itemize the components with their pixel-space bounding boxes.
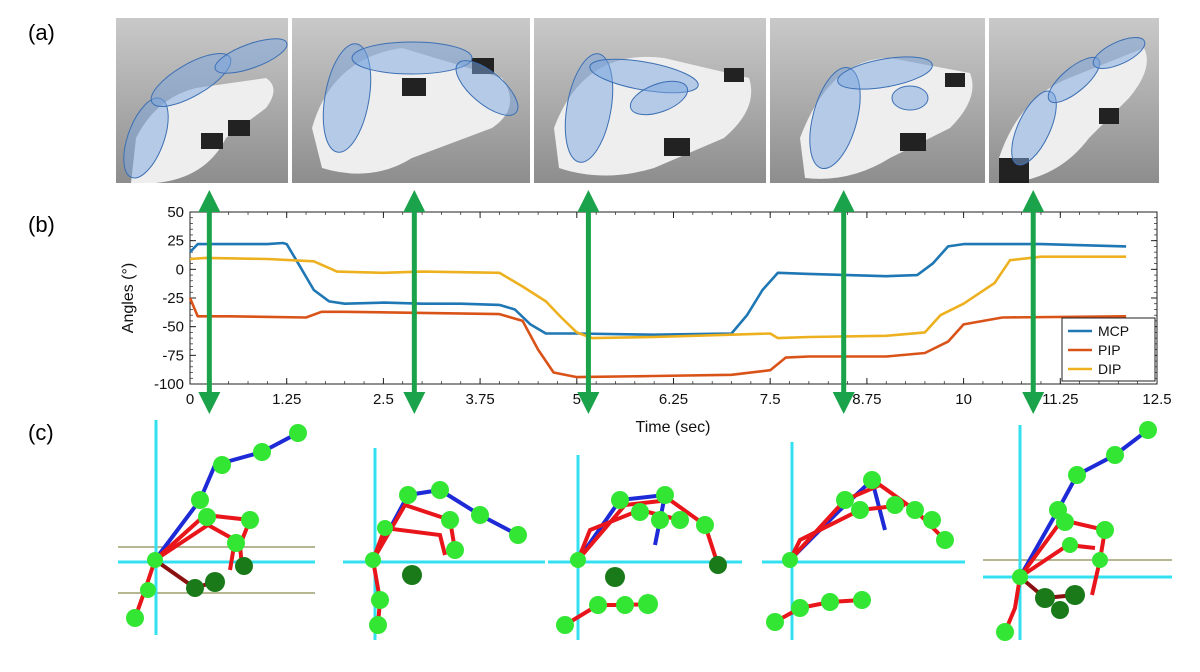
legend-label-dip: DIP — [1098, 361, 1121, 377]
y-tick-label: -100 — [154, 376, 184, 393]
skeleton-frame-1 — [118, 420, 315, 635]
x-tick-label: 7.5 — [760, 391, 781, 408]
panel-label-c: (c) — [28, 420, 54, 445]
x-tick-label: 0 — [186, 391, 194, 408]
glove-photo-4 — [770, 18, 985, 183]
glove-photo-3 — [534, 18, 766, 183]
x-axis-title: Time (sec) — [636, 419, 711, 436]
series-line-pip — [188, 297, 1127, 379]
arrow-4 — [832, 190, 855, 414]
y-tick-label: 0 — [176, 261, 184, 278]
glove-photo-1-drawing — [123, 38, 288, 183]
glove-photo-2 — [292, 18, 530, 183]
y-axis-title: Angles (°) — [120, 263, 137, 333]
glove-photo-3-drawing — [554, 53, 752, 176]
panel-label-b: (b) — [28, 212, 55, 237]
x-tick-label: 10 — [955, 391, 972, 408]
x-tick-label: 3.75 — [465, 391, 494, 408]
arrow-2 — [403, 190, 426, 414]
x-tick-label: 1.25 — [272, 391, 301, 408]
y-tick-label: 50 — [167, 204, 184, 221]
plot-area — [189, 211, 1158, 385]
panel-label-a: (a) — [28, 20, 55, 45]
y-tick-label: -75 — [162, 347, 184, 364]
series-lines — [188, 241, 1127, 379]
x-tick-label: 8.75 — [852, 391, 881, 408]
glove-photo-5-drawing — [999, 37, 1147, 183]
x-tick-label: 12.5 — [1142, 391, 1171, 408]
glove-photo-5 — [989, 18, 1159, 183]
legend: MCP PIP DIP — [1061, 317, 1156, 382]
y-tick-label: -25 — [162, 290, 184, 307]
legend-label-mcp: MCP — [1098, 323, 1129, 339]
x-tick-label: 2.5 — [373, 391, 394, 408]
arrow-3 — [577, 190, 600, 414]
glove-photo-2-drawing — [312, 41, 519, 174]
arrow-1 — [198, 190, 221, 414]
glove-photo-1 — [116, 18, 288, 183]
x-axis: 0 1.25 2.5 3.75 5 6.25 7.5 8.75 10 11.25 12.5 — [186, 212, 1172, 408]
angle-chart: 50 25 0 -25 -50 -75 -100 0 1.25 2.5 3.75 5 6.25 7.5 8… — [120, 204, 1172, 436]
skeleton-frame-4 — [762, 442, 965, 640]
legend-label-pip: PIP — [1098, 342, 1121, 358]
skeleton-frame-3 — [548, 455, 742, 640]
alignment-arrows — [198, 190, 1045, 414]
skeleton-frame-5 — [983, 421, 1172, 641]
arrow-5 — [1022, 190, 1045, 414]
y-axis: 50 25 0 -25 -50 -75 -100 — [154, 204, 1157, 393]
series-line-mcp — [189, 241, 1127, 337]
glove-photo-4-drawing — [800, 56, 973, 179]
x-tick-label: 5 — [573, 391, 581, 408]
y-tick-label: 25 — [167, 233, 184, 250]
y-tick-label: -50 — [162, 319, 184, 336]
x-tick-label: 6.25 — [659, 391, 688, 408]
series-line-dip — [189, 255, 1127, 340]
skeleton-frame-2 — [343, 448, 545, 640]
x-tick-label: 11.25 — [1042, 391, 1078, 408]
